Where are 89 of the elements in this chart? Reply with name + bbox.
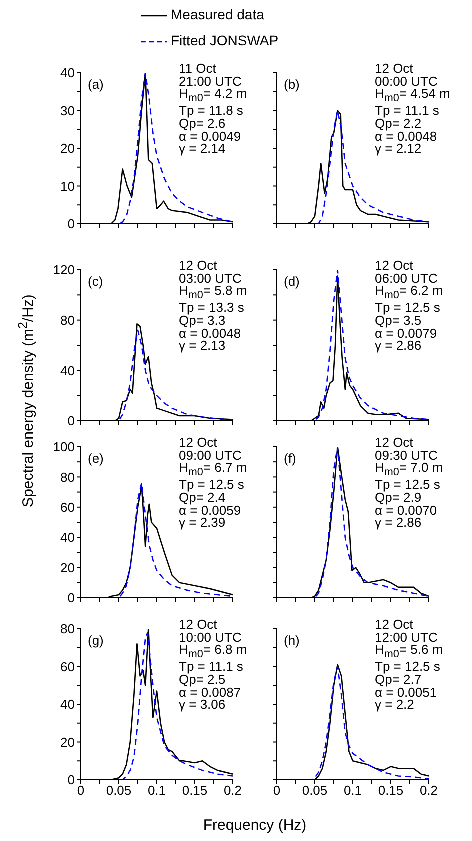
annotation: H$_{m0}$= 5.8 m xyxy=(179,283,248,302)
annotation: 10:00 UTC xyxy=(179,630,243,645)
annotation: γ = 3.06 xyxy=(179,697,226,712)
annotation: 11 Oct xyxy=(179,61,218,76)
y-tick-label: 120 xyxy=(53,262,75,278)
annotation: Qp= 3.5 xyxy=(375,312,423,328)
annotation: γ = 2.86 xyxy=(375,338,422,354)
annotation: Qp= 2.5 xyxy=(179,672,227,687)
y-tick-label: 40 xyxy=(60,363,75,378)
annotation: 00:00 UTC xyxy=(375,74,439,89)
annotation: 06:00 UTC xyxy=(375,270,439,286)
y-tick-label: 80 xyxy=(60,470,75,485)
annotation: Tp = 11.1 s xyxy=(375,103,440,118)
annotation: Tp = 12.5 s xyxy=(375,477,442,492)
annotation: 09:30 UTC xyxy=(375,448,439,463)
annotation: (e) xyxy=(88,451,104,466)
x-tick-label: 0.2 xyxy=(224,783,242,798)
annotation: Qp= 2.4 xyxy=(179,490,227,505)
annotation: (f) xyxy=(284,451,296,466)
annotation: (d) xyxy=(284,274,300,289)
x-tick-label: 0.05 xyxy=(302,783,328,798)
annotation: 12:00 UTC xyxy=(375,630,439,645)
y-tick-label: 60 xyxy=(60,500,75,516)
annotation: γ = 2.13 xyxy=(179,338,226,354)
annotation: (g) xyxy=(88,633,104,648)
annotation: H$_{m0}$= 6.2 m xyxy=(375,283,444,302)
x-tick-label: 0 xyxy=(77,783,85,798)
x-tick-label: 0.05 xyxy=(106,783,132,798)
x-tick-label: 0.2 xyxy=(420,783,438,798)
y-tick-label: 0 xyxy=(68,216,75,232)
y-tick-label: 0 xyxy=(68,590,75,606)
annotation: Qp= 2.9 xyxy=(375,490,423,505)
annotation: H$_{m0}$= 7.0 m xyxy=(375,460,444,479)
y-tick-label: 0 xyxy=(68,414,75,429)
annotation: γ = 2.14 xyxy=(179,141,226,156)
y-tick-label: 40 xyxy=(60,530,75,546)
annotation: Tp = 12.5 s xyxy=(375,659,442,674)
x-axis-title: Frequency (Hz) xyxy=(202,817,308,834)
annotation: (h) xyxy=(284,633,300,648)
annotation: γ = 2.86 xyxy=(375,515,422,530)
y-tick-label: 80 xyxy=(60,622,75,637)
annotation: Qp= 2.2 xyxy=(375,116,423,131)
y-tick-label: 80 xyxy=(60,312,75,328)
annotation: 09:00 UTC xyxy=(179,448,243,463)
annotation: 21:00 UTC xyxy=(179,74,243,89)
annotation: H$_{m0}$= 6.8 m xyxy=(179,642,248,661)
annotation: (c) xyxy=(88,274,104,289)
annotation: H$_{m0}$= 5.6 m xyxy=(375,642,444,661)
x-tick-label: 0.15 xyxy=(378,783,404,798)
annotation: 03:00 UTC xyxy=(179,270,243,286)
legend-label: Fitted JONSWAP xyxy=(171,32,279,49)
annotation: H$_{m0}$= 4.54 m xyxy=(375,86,450,105)
annotation: 12 Oct xyxy=(375,61,414,76)
annotation: (a) xyxy=(88,77,104,92)
x-tick-label: 0 xyxy=(273,783,281,798)
y-tick-label: 20 xyxy=(60,141,75,156)
annotation: Tp = 11.1 s xyxy=(179,659,244,674)
annotation: Tp = 12.5 s xyxy=(179,477,246,492)
annotation: 12 Oct xyxy=(375,258,414,273)
annotation: Tp = 13.3 s xyxy=(179,300,246,316)
annotation: γ = 2.39 xyxy=(179,515,226,530)
y-tick-label: 40 xyxy=(60,66,75,81)
annotation: Qp= 2.6 xyxy=(179,116,227,131)
annotation: 12 Oct xyxy=(179,435,218,450)
annotation: 12 Oct xyxy=(179,617,218,632)
annotation: (b) xyxy=(284,77,300,92)
annotation: 12 Oct xyxy=(375,617,414,632)
y-tick-label: 40 xyxy=(60,697,75,712)
annotation: Tp = 12.5 s xyxy=(375,300,442,316)
annotation: Qp= 2.7 xyxy=(375,672,423,687)
y-tick-label: 30 xyxy=(60,103,75,118)
annotation: γ = 2.12 xyxy=(375,141,422,156)
y-tick-label: 100 xyxy=(53,440,75,455)
y-tick-label: 20 xyxy=(60,734,75,750)
y-tick-label: 0 xyxy=(68,772,75,788)
y-tick-label: 10 xyxy=(60,178,75,194)
y-tick-label: 20 xyxy=(60,560,75,576)
x-tick-label: 0.15 xyxy=(182,783,208,798)
annotation: γ = 2.2 xyxy=(375,697,414,712)
annotation: 12 Oct xyxy=(179,258,218,273)
annotation: H$_{m0}$= 4.2 m xyxy=(179,86,248,105)
legend-label: Measured data xyxy=(171,6,264,23)
annotation: H$_{m0}$= 6.7 m xyxy=(179,460,248,479)
x-tick-label: 0.1 xyxy=(344,783,362,798)
annotation: Tp = 11.8 s xyxy=(179,103,244,118)
annotation: 12 Oct xyxy=(375,435,414,450)
annotation: Qp= 3.3 xyxy=(179,312,227,328)
y-tick-label: 60 xyxy=(60,659,75,674)
x-tick-label: 0.1 xyxy=(148,783,166,798)
